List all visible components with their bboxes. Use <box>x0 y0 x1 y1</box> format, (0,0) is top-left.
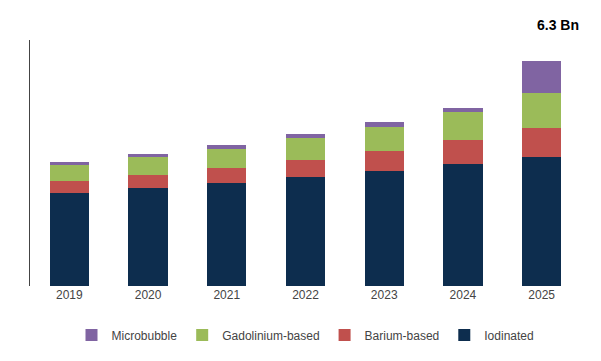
svg-text:6.3 Bn: 6.3 Bn <box>537 17 579 33</box>
svg-text:2022: 2022 <box>292 288 319 302</box>
svg-text:2021: 2021 <box>213 288 240 302</box>
svg-text:2025: 2025 <box>528 288 555 302</box>
svg-text:2023: 2023 <box>371 288 398 302</box>
svg-text:Barium-based: Barium-based <box>365 329 440 343</box>
svg-text:2020: 2020 <box>135 288 162 302</box>
svg-text:2024: 2024 <box>450 288 477 302</box>
svg-text:Iodinated: Iodinated <box>484 329 533 343</box>
svg-text:Gadolinium-based: Gadolinium-based <box>222 329 319 343</box>
svg-text:2019: 2019 <box>56 288 83 302</box>
svg-text:Microbubble: Microbubble <box>112 329 178 343</box>
